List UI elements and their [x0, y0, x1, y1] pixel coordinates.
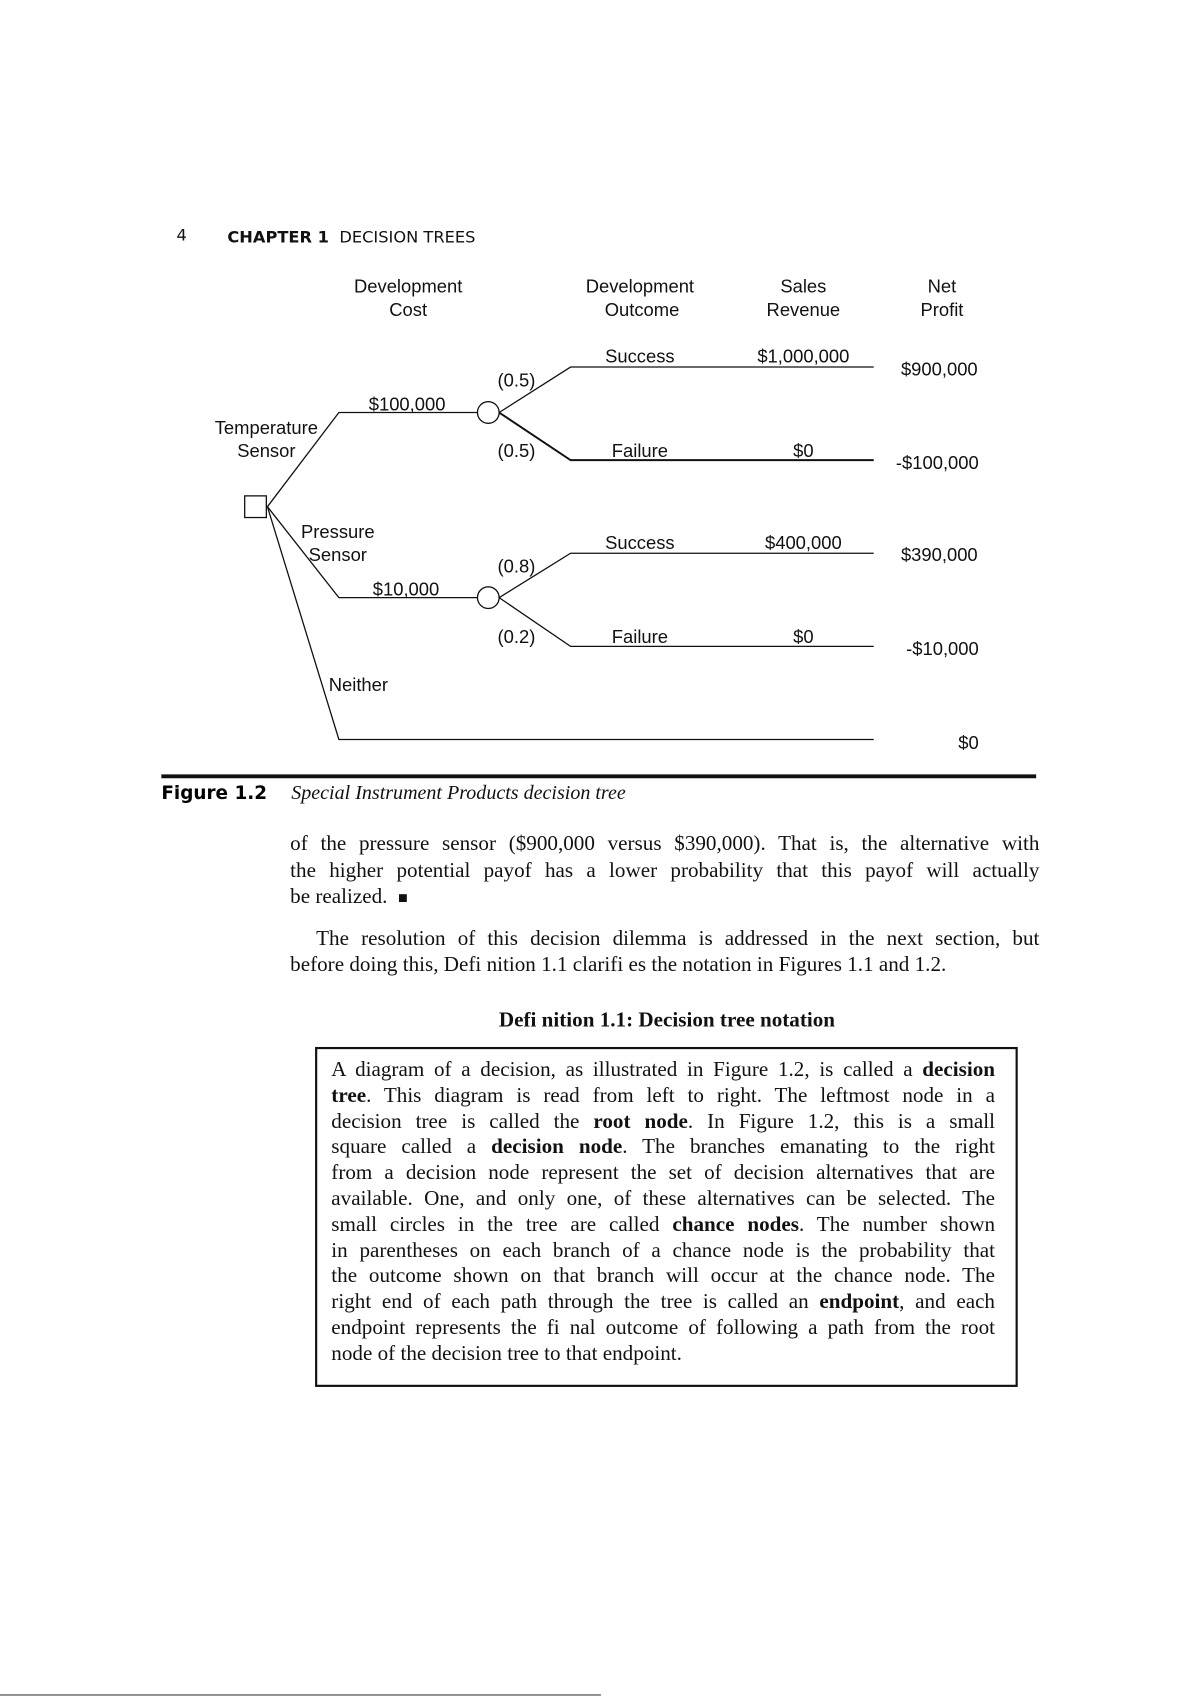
definition-line: tree. This diagram is read from left to …: [331, 1085, 995, 1109]
branch-t-success: [498, 366, 874, 414]
chance-node-pressure: [476, 586, 500, 610]
revenue-p-failure: $0: [793, 626, 813, 647]
definition-text-segment: node of the decision tree to that endpoi…: [331, 1342, 682, 1366]
branch-p-failure: [498, 597, 874, 648]
definition-line: node of the decision tree to that endpoi…: [331, 1342, 682, 1366]
page-number: 4: [176, 225, 187, 245]
header-dev-outcome-1: Development: [586, 275, 694, 296]
definition-text-segment: available. One, and only one, of these a…: [331, 1187, 996, 1211]
cost-pressure: $10,000: [373, 578, 439, 599]
definition-line: available. One, and only one, of these a…: [331, 1188, 995, 1212]
chance-node-temperature: [476, 401, 500, 424]
definition-term: decision node: [491, 1136, 623, 1159]
definition-text-segment: A diagram of a decision, as illustrated …: [331, 1058, 923, 1082]
definition-text-segment: , and each: [899, 1290, 996, 1314]
branch-pressure: [266, 506, 478, 599]
branch-temperature: [266, 411, 478, 508]
header-dev-cost-1: Development: [354, 275, 462, 296]
definition-term: decision: [922, 1058, 996, 1082]
header-dev-cost-2: Cost: [389, 299, 427, 320]
caption-text: Special Instrument Products decision tre…: [291, 782, 626, 805]
definition-text-segment: from a decision node represent the set o…: [331, 1161, 996, 1185]
definition-text-segment: . The number shown: [799, 1213, 996, 1237]
definition-line: square called a decision node. The branc…: [331, 1136, 995, 1160]
prob-p-failure: (0.2): [498, 626, 536, 647]
branch-t-failure: [498, 411, 874, 462]
prob-t-failure: (0.5): [498, 440, 536, 461]
outcome-t-success: Success: [605, 346, 675, 367]
alt-temperature-1: Temperature: [215, 417, 318, 438]
definition-text-segment: endpoint represents the fi nal outcome o…: [331, 1316, 996, 1340]
caption-label: Figure 1.2: [161, 782, 268, 805]
alt-pressure-1: Pressure: [301, 521, 375, 542]
chapter-label: CHAPTER 1: [227, 227, 329, 247]
prob-t-success: (0.5): [498, 370, 536, 391]
definition-text-segment: decision tree is called the: [331, 1110, 594, 1134]
revenue-t-failure: $0: [793, 440, 813, 461]
definition-text-segment: . The branches emanating to the right: [622, 1136, 995, 1159]
definition-box: [315, 1046, 1018, 1387]
body-line-3: be realized. ■: [290, 886, 408, 910]
definition-line: endpoint represents the fi nal outcome o…: [331, 1317, 995, 1341]
alt-pressure-2: Sensor: [309, 544, 367, 565]
definition-text-segment: square called a: [331, 1136, 492, 1159]
header-sales-2: Revenue: [767, 299, 841, 320]
body-line-1: of the pressure sensor ($900,000 versus …: [290, 832, 1040, 856]
body-para2-line-1: The resolution of this decision dilemma …: [316, 927, 1040, 951]
definition-text-segment: the outcome shown on that branch will oc…: [331, 1265, 996, 1288]
branch-p-success: [498, 552, 874, 599]
profit-p-success: $390,000: [901, 544, 978, 565]
alt-temperature-2: Sensor: [237, 440, 295, 461]
end-of-proof-mark: ■: [398, 889, 408, 908]
chapter-title: DECISION TREES: [339, 227, 476, 247]
outcome-p-success: Success: [605, 532, 675, 553]
definition-line: the outcome shown on that branch will oc…: [331, 1265, 995, 1289]
decision-node: [244, 495, 267, 519]
definition-line: from a decision node represent the set o…: [331, 1162, 995, 1186]
definition-term: chance nodes: [672, 1213, 800, 1237]
definition-line: decision tree is called the root node. I…: [331, 1110, 995, 1134]
revenue-t-success: $1,000,000: [757, 346, 849, 367]
definition-text-segment: small circles in the tree are called: [331, 1213, 673, 1237]
header-net-2: Profit: [920, 299, 963, 320]
header-sales-1: Sales: [780, 275, 826, 296]
running-head: CHAPTER 1 DECISION TREES: [227, 227, 475, 246]
header-dev-outcome-2: Outcome: [605, 299, 680, 320]
definition-heading: Defi nition 1.1: Decision tree notation: [498, 1009, 836, 1032]
definition-term: tree: [331, 1084, 367, 1108]
profit-t-failure: -$100,000: [896, 452, 979, 473]
outcome-t-failure: Failure: [612, 440, 668, 461]
definition-text-segment: in parentheses on each branch of a chanc…: [331, 1239, 996, 1262]
body-line-2: the higher potential payof has a lower p…: [290, 859, 1040, 883]
definition-text-segment: right end of each path through the tree …: [331, 1290, 820, 1314]
definition-term: root node: [593, 1110, 688, 1134]
body-line-3-text: be realized.: [290, 885, 388, 909]
body-para2-line-2: before doing this, Defi nition 1.1 clari…: [290, 953, 947, 977]
revenue-p-success: $400,000: [765, 532, 842, 553]
branch-neither: [266, 506, 874, 741]
definition-line: right end of each path through the tree …: [331, 1291, 995, 1315]
definition-term: endpoint: [819, 1290, 900, 1314]
cost-temperature: $100,000: [369, 393, 446, 414]
decision-tree-diagram: Development Cost Development Outcome Sal…: [161, 275, 1037, 779]
header-net-1: Net: [928, 275, 957, 296]
definition-line: small circles in the tree are called cha…: [331, 1213, 995, 1237]
profit-neither: $0: [958, 732, 978, 753]
definition-text-segment: . In Figure 1.2, this is a small: [687, 1110, 995, 1134]
prob-p-success: (0.8): [498, 556, 536, 577]
profit-p-failure: -$10,000: [906, 638, 979, 659]
outcome-p-failure: Failure: [612, 626, 668, 647]
profit-t-success: $900,000: [901, 359, 978, 380]
definition-text-segment: . This diagram is read from left to righ…: [366, 1084, 996, 1108]
definition-line: A diagram of a decision, as illustrated …: [331, 1059, 995, 1083]
alt-neither: Neither: [329, 674, 388, 695]
page-bottom-rule: [0, 1694, 601, 1696]
definition-line: in parentheses on each branch of a chanc…: [331, 1239, 995, 1263]
